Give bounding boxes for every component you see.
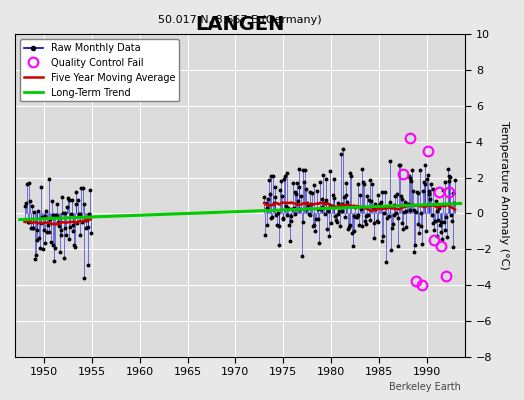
Y-axis label: Temperature Anomaly (°C): Temperature Anomaly (°C) — [499, 121, 509, 270]
Text: 50.017 N, 8.667 E (Germany): 50.017 N, 8.667 E (Germany) — [158, 14, 322, 24]
Text: Berkeley Earth: Berkeley Earth — [389, 382, 461, 392]
Title: LANGEN: LANGEN — [195, 15, 285, 34]
Legend: Raw Monthly Data, Quality Control Fail, Five Year Moving Average, Long-Term Tren: Raw Monthly Data, Quality Control Fail, … — [20, 39, 179, 102]
